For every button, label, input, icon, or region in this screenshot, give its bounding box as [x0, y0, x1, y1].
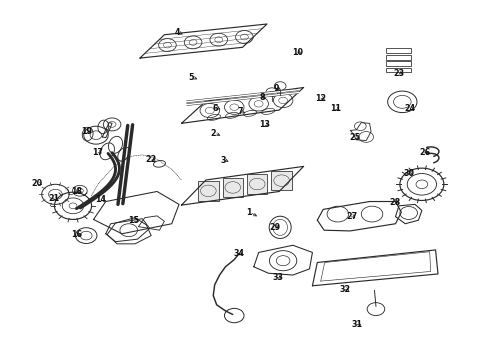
Text: 7: 7: [237, 107, 243, 116]
Bar: [271, 171, 292, 190]
Bar: [198, 181, 219, 201]
Bar: [386, 68, 411, 72]
Bar: [386, 61, 411, 66]
Text: 18: 18: [71, 187, 82, 196]
Text: 24: 24: [405, 104, 416, 113]
Text: 29: 29: [270, 223, 281, 232]
Text: 3: 3: [220, 156, 226, 165]
Text: 13: 13: [259, 120, 270, 129]
Text: 8: 8: [259, 93, 265, 102]
Bar: [222, 177, 243, 197]
Text: 34: 34: [234, 249, 245, 258]
Text: 20: 20: [32, 179, 43, 188]
Text: 6: 6: [213, 104, 219, 113]
Bar: [386, 55, 411, 59]
Text: 26: 26: [419, 148, 430, 157]
Text: 9: 9: [274, 84, 279, 93]
Text: 27: 27: [346, 212, 357, 221]
Text: 19: 19: [81, 127, 92, 136]
Text: 31: 31: [352, 320, 363, 329]
Text: 17: 17: [92, 148, 103, 157]
Text: 15: 15: [128, 216, 139, 225]
Text: 25: 25: [349, 133, 361, 142]
Text: 1: 1: [246, 208, 252, 217]
Text: 12: 12: [315, 94, 326, 103]
Text: 5: 5: [189, 73, 194, 82]
Text: 22: 22: [146, 155, 157, 164]
Text: 16: 16: [71, 230, 82, 239]
Bar: [247, 174, 268, 194]
Text: 21: 21: [48, 194, 59, 203]
Text: 33: 33: [273, 273, 284, 282]
Text: 30: 30: [403, 169, 414, 178]
Bar: [386, 48, 411, 53]
Text: 4: 4: [175, 28, 180, 37]
Text: 14: 14: [96, 195, 106, 204]
Text: 32: 32: [340, 285, 351, 294]
Text: 28: 28: [390, 198, 401, 207]
Text: 2: 2: [210, 129, 216, 138]
Text: 11: 11: [330, 104, 341, 113]
Text: 10: 10: [292, 48, 303, 57]
Text: 23: 23: [393, 69, 404, 78]
